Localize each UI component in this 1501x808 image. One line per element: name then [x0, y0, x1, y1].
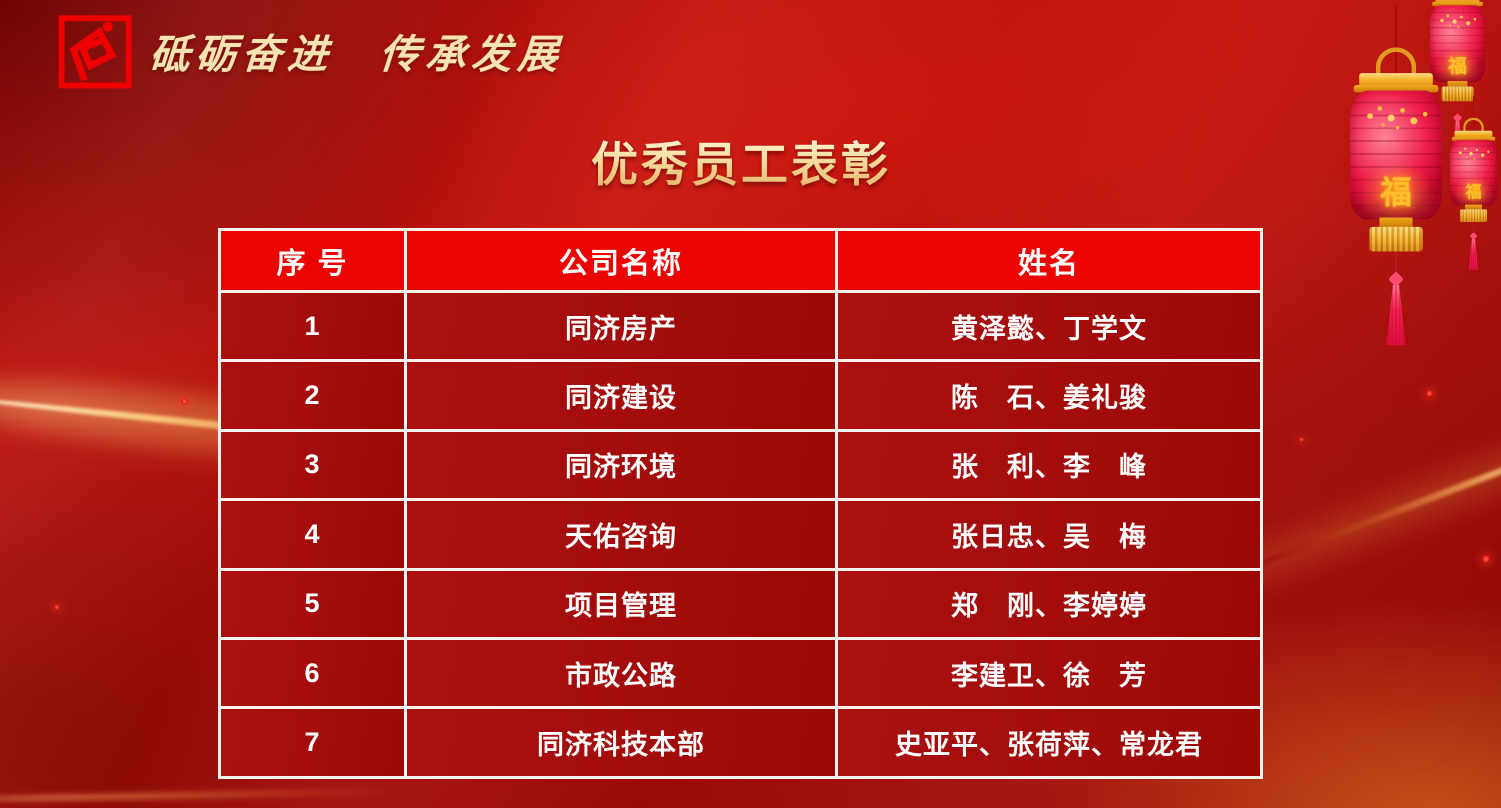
table-cell-company: 同济建设	[407, 362, 835, 429]
slogan-text: 砥砺奋进 传承发展	[148, 31, 566, 78]
tassel-knot	[1469, 232, 1478, 241]
blossom-decoration	[1433, 9, 1482, 39]
table-cell-names: 郑 刚、李婷婷	[838, 570, 1260, 637]
table-cell-names: 黄泽懿、丁学文	[838, 293, 1260, 360]
spark-dot	[1426, 390, 1433, 397]
spark-dot	[54, 604, 60, 610]
lantern-cap	[1435, 0, 1480, 3]
tassel-cord	[1473, 221, 1474, 235]
lantern-cap	[1359, 73, 1433, 87]
table-cell-no: 1	[221, 293, 404, 360]
tassel-knot	[1452, 113, 1463, 123]
lantern-hoop	[1375, 47, 1417, 75]
lantern-wire	[1395, 5, 1397, 74]
spark-dot	[1299, 437, 1304, 442]
lantern-cap-lip	[1353, 85, 1439, 93]
lantern-neck	[1465, 204, 1482, 210]
award-table: 序 号 公司名称 姓名 1 同济房产 黄泽懿、丁学文 2 同济建设 陈 石、姜礼…	[218, 228, 1263, 779]
table-cell-no: 5	[221, 570, 404, 637]
table-cell-names: 史亚平、张荷萍、常龙君	[838, 709, 1260, 776]
fu-character: 福	[1448, 55, 1467, 77]
tassel-knot	[1388, 271, 1404, 287]
tassel	[1468, 238, 1479, 270]
table-cell-company: 项目管理	[407, 570, 835, 637]
page-title: 优秀员工表彰	[0, 126, 1482, 195]
spark-dot	[1482, 555, 1490, 563]
table-cell-company: 天佑咨询	[407, 501, 835, 568]
spark-dot	[181, 398, 188, 405]
light-streak-bottom	[0, 787, 451, 803]
tassel-cord	[1456, 101, 1459, 117]
table-cell-no: 7	[221, 709, 404, 776]
table-cell-company: 同济房产	[407, 293, 835, 360]
table-header-company: 公司名称	[407, 231, 835, 290]
company-logo-icon	[58, 15, 132, 89]
table-cell-company: 市政公路	[407, 639, 835, 707]
table-cell-company: 同济科技本部	[407, 709, 835, 776]
tassel	[1386, 284, 1406, 346]
lantern-drum	[1441, 86, 1474, 102]
lantern-drum	[1459, 209, 1488, 222]
table-cell-names: 张 利、李 峰	[838, 431, 1260, 499]
lantern-body: 福	[1430, 5, 1485, 83]
table-cell-names: 陈 石、姜礼骏	[838, 362, 1260, 429]
table-cell-no: 4	[221, 501, 404, 568]
table-cell-no: 6	[221, 639, 404, 707]
light-streak-right	[1222, 420, 1501, 581]
lantern-neck	[1447, 81, 1468, 88]
table-cell-names: 李建卫、徐 芳	[838, 639, 1260, 707]
lantern-neck	[1379, 217, 1413, 228]
table-cell-no: 3	[221, 431, 404, 499]
table-cell-company: 同济环境	[407, 431, 835, 499]
lantern-cap-lip	[1432, 1, 1483, 7]
tassel-cord	[1395, 251, 1397, 277]
table-cell-names: 张日忠、吴 梅	[838, 501, 1260, 568]
lantern-drum	[1369, 226, 1423, 252]
table-header-no: 序 号	[221, 231, 404, 290]
table-header-names: 姓名	[838, 231, 1260, 290]
table-cell-no: 2	[221, 362, 404, 429]
